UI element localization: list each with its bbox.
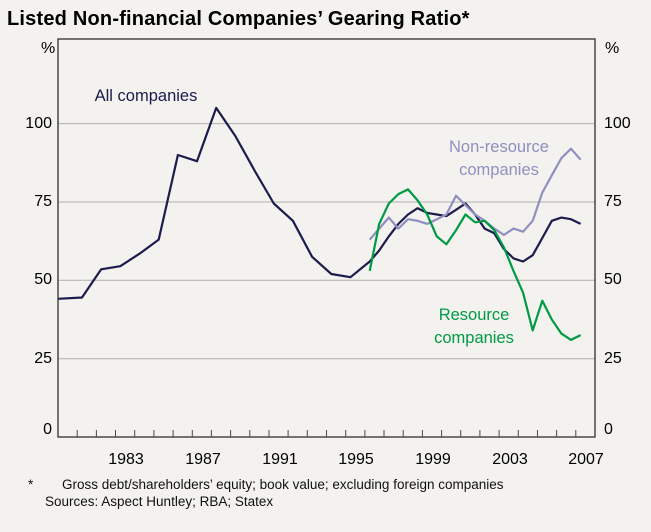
y-axis-label-left-100: 100 <box>25 115 52 132</box>
series-annotation-all-companies: All companies <box>83 85 209 108</box>
series-annotation-resource-companies: Resource companies <box>413 304 535 350</box>
line-series-resource-companies <box>368 188 582 341</box>
y-axis-unit-right: % <box>605 40 620 57</box>
sources-line: Sources: Aspect Huntley; RBA; Statex <box>45 494 274 509</box>
y-axis-label-right-0: 0 <box>604 421 613 438</box>
x-axis-label-1999: 1999 <box>415 451 451 468</box>
y-axis-label-right-50: 50 <box>604 271 622 288</box>
y-axis-label-left-75: 75 <box>34 193 52 210</box>
plot-border <box>57 38 596 438</box>
x-axis-label-1995: 1995 <box>338 451 374 468</box>
line-series-all-companies <box>58 106 582 300</box>
y-axis-label-left-25: 25 <box>34 350 52 367</box>
y-axis-unit-left: % <box>41 40 56 57</box>
series-annotation-text: companies <box>459 161 539 179</box>
y-axis-label-right-75: 75 <box>604 193 622 210</box>
series-annotation-text: Resource <box>438 306 510 324</box>
footnote: * Gross debt/shareholders’ equity; book v… <box>28 474 628 495</box>
y-axis-label-left-50: 50 <box>34 271 52 288</box>
y-axis-label-right-25: 25 <box>604 350 622 367</box>
series-annotation-non-resource-companies: Non-resource companies <box>428 136 570 182</box>
x-axis-label-1983: 1983 <box>108 451 144 468</box>
y-axis-label-left-0: 0 <box>43 421 52 438</box>
x-axis-label-1987: 1987 <box>185 451 221 468</box>
x-axis-label-1991: 1991 <box>262 451 298 468</box>
footnote-marker: * <box>28 477 34 492</box>
x-axis-label-2003: 2003 <box>492 451 528 468</box>
line-series-non-resource-companies <box>368 147 582 241</box>
series-annotation-text: All companies <box>94 87 198 105</box>
x-axis-label-2007: 2007 <box>568 451 604 468</box>
footnote-text: Gross debt/shareholders’ equity; book va… <box>62 477 504 492</box>
series-annotation-text: Non-resource <box>449 138 549 156</box>
y-axis-label-right-100: 100 <box>604 115 631 132</box>
chart-title: Listed Non-financial Companies’ Gearing … <box>7 8 470 30</box>
series-annotation-text: companies <box>434 329 514 347</box>
